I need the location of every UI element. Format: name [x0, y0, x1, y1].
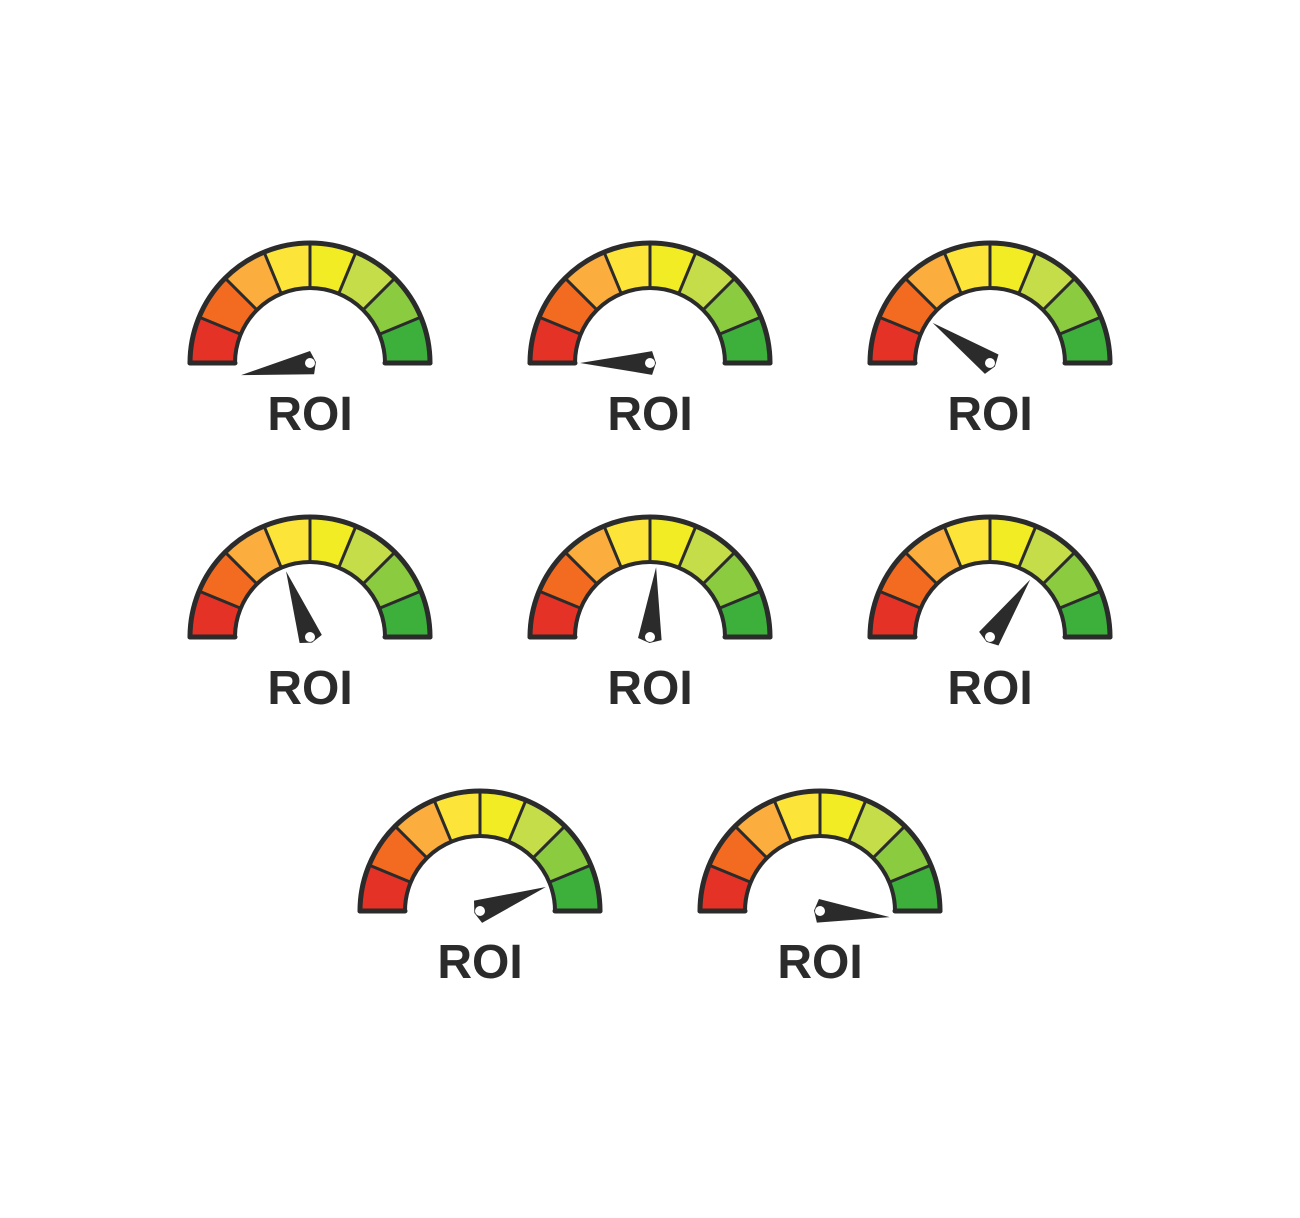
roi-gauge-icon — [180, 228, 440, 393]
gauge-label: ROI — [437, 935, 522, 990]
gauge-grid: ROI ROI ROI ROI ROI ROI ROI ROI — [180, 228, 1120, 990]
gauge-item: ROI — [350, 776, 610, 990]
roi-gauge-icon — [860, 502, 1120, 667]
gauge-item: ROI — [180, 502, 440, 716]
gauge-item: ROI — [180, 228, 440, 442]
gauge-item: ROI — [860, 228, 1120, 442]
needle-icon — [814, 899, 890, 923]
needle-pivot — [645, 632, 655, 642]
roi-gauge-icon — [520, 228, 780, 393]
gauge-label: ROI — [267, 661, 352, 716]
gauge-item: ROI — [520, 228, 780, 442]
gauge-item: ROI — [860, 502, 1120, 716]
needle-pivot — [815, 906, 825, 916]
gauge-label: ROI — [267, 387, 352, 442]
needle-pivot — [645, 358, 655, 368]
gauge-item: ROI — [520, 502, 780, 716]
needle-pivot — [305, 632, 315, 642]
gauge-row: ROI ROI ROI — [180, 502, 1120, 716]
roi-gauge-icon — [520, 502, 780, 667]
roi-gauge-icon — [350, 776, 610, 941]
gauge-label: ROI — [607, 387, 692, 442]
needle-icon — [580, 351, 656, 375]
gauge-label: ROI — [777, 935, 862, 990]
roi-gauge-icon — [690, 776, 950, 941]
gauge-label: ROI — [607, 661, 692, 716]
roi-gauge-icon — [180, 502, 440, 667]
needle-icon — [241, 351, 316, 375]
needle-icon — [286, 571, 322, 643]
needle-pivot — [985, 632, 995, 642]
needle-pivot — [475, 906, 485, 916]
needle-icon — [638, 567, 662, 643]
gauge-row: ROI ROI — [350, 776, 950, 990]
gauge-row: ROI ROI ROI — [180, 228, 1120, 442]
gauge-label: ROI — [947, 661, 1032, 716]
needle-pivot — [305, 358, 315, 368]
roi-gauge-icon — [860, 228, 1120, 393]
gauge-item: ROI — [690, 776, 950, 990]
gauge-label: ROI — [947, 387, 1032, 442]
needle-icon — [474, 887, 546, 923]
needle-pivot — [985, 358, 995, 368]
